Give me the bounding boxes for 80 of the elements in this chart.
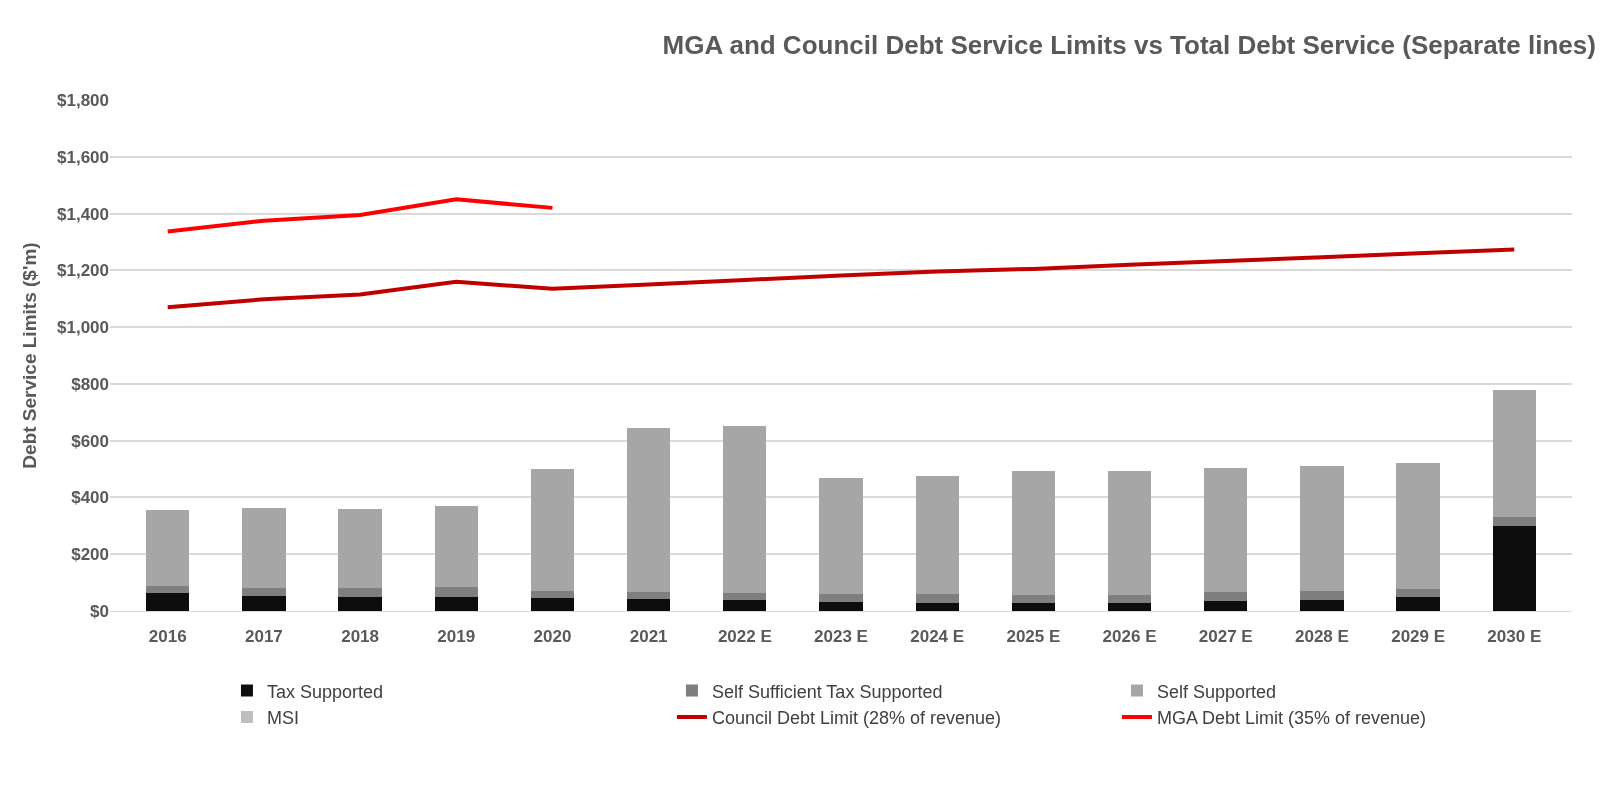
y-tick-label: $400 — [71, 488, 109, 508]
y-tick-label: $1,800 — [57, 90, 109, 110]
bar — [338, 509, 382, 589]
bar — [242, 595, 286, 611]
bar — [819, 593, 863, 602]
bar — [434, 596, 478, 611]
y-tick-label: $1,200 — [57, 261, 109, 281]
bar — [915, 602, 959, 611]
bar — [1492, 525, 1536, 611]
bar — [530, 597, 575, 611]
x-tick-label: 2029 E — [1391, 627, 1446, 647]
bar — [626, 591, 671, 599]
bar — [1107, 602, 1152, 611]
x-tick-label: 2023 E — [814, 627, 868, 647]
legend-label: MGA Debt Limit (35% of revenue) — [1156, 707, 1427, 728]
bar — [1396, 463, 1440, 589]
bar — [146, 585, 190, 594]
bar — [1492, 517, 1536, 526]
x-tick-label: 2027 E — [1198, 627, 1253, 647]
bar — [434, 587, 478, 597]
x-tick-label: 2030 E — [1487, 627, 1542, 647]
x-tick-label: 2021 — [629, 627, 668, 647]
bar — [1204, 592, 1248, 601]
y-tick-label: $0 — [90, 601, 109, 621]
y-tick-label: $1,600 — [57, 147, 109, 167]
y-tick-label: $200 — [71, 545, 109, 565]
bar — [530, 590, 575, 598]
line-series — [165, 197, 555, 234]
bar — [1300, 591, 1344, 600]
line-series — [165, 247, 1517, 310]
legend-label: MSI — [266, 707, 299, 728]
x-tick-label: 2016 — [148, 627, 187, 647]
bar — [1107, 471, 1152, 595]
x-tick-label: 2020 — [533, 627, 572, 647]
y-tick-label: $1,400 — [57, 204, 109, 224]
bar — [242, 588, 286, 596]
bar — [1396, 596, 1440, 611]
bar — [723, 426, 767, 593]
bar — [146, 593, 190, 611]
bar — [242, 508, 286, 589]
bar — [338, 588, 382, 597]
y-tick-label: $600 — [71, 431, 109, 451]
bar — [819, 477, 863, 594]
legend-label: Self Sufficient Tax Supported — [711, 681, 943, 702]
x-tick-label: 2024 E — [910, 627, 965, 647]
bar — [530, 469, 575, 591]
bar — [723, 592, 767, 601]
bar — [1300, 466, 1344, 592]
legend-label: Council Debt Limit (28% of revenue) — [711, 707, 1002, 728]
bar — [626, 598, 671, 611]
bar — [146, 510, 190, 586]
bar — [1492, 390, 1536, 518]
bar — [819, 601, 863, 611]
x-tick-label: 2022 E — [717, 627, 772, 647]
bar — [1011, 594, 1056, 603]
x-tick-label: 2028 E — [1294, 627, 1349, 647]
x-tick-label: 2019 — [437, 627, 476, 647]
chart-title: MGA and Council Debt Service Limits vs Total Debt Service (Separate lines) — [662, 30, 1596, 61]
bar — [1204, 468, 1248, 593]
bar — [915, 593, 959, 603]
x-tick-label: 2017 — [244, 627, 283, 647]
y-tick-label: $1,000 — [57, 318, 109, 338]
y-tick-label: $800 — [71, 374, 109, 394]
bar — [723, 600, 767, 611]
y-axis-title: Debt Service Limits ($'m) — [18, 242, 40, 469]
bar — [1204, 600, 1248, 611]
x-tick-label: 2018 — [341, 627, 379, 647]
x-tick-label: 2026 E — [1102, 627, 1157, 647]
bar — [626, 428, 671, 592]
bar — [915, 476, 959, 594]
bar — [1396, 588, 1440, 597]
bar — [1107, 594, 1152, 603]
bar — [1011, 471, 1056, 595]
x-tick-label: 2025 E — [1006, 627, 1061, 647]
legend-label: Tax Supported — [266, 681, 384, 702]
bar — [1011, 602, 1056, 611]
bar — [1300, 599, 1344, 611]
legend-label: Self Supported — [1156, 681, 1277, 702]
bar — [434, 505, 478, 588]
bar — [338, 596, 382, 611]
